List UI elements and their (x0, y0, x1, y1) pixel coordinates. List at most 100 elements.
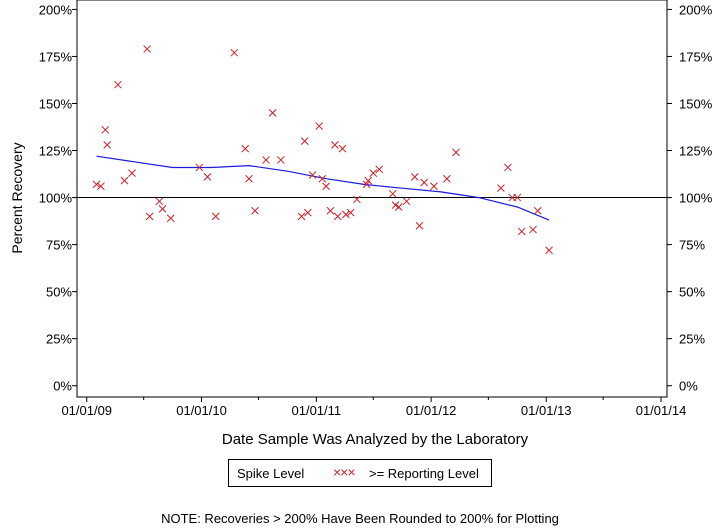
marker-stroke (211, 212, 220, 221)
data-point-x-marker (402, 197, 411, 206)
y-tick-label-right: 75% (679, 238, 705, 253)
trend-line (96, 155, 550, 221)
data-point-x-marker (155, 197, 164, 206)
marker-stroke (251, 206, 259, 215)
marker-stroke (97, 182, 105, 191)
data-point-x-marker (195, 163, 204, 172)
marker-stroke (513, 193, 522, 202)
y-tick-label-left: 100% (39, 191, 73, 206)
data-point-x-marker (430, 182, 438, 191)
data-point-x-marker (318, 174, 327, 183)
data-point-x-marker (241, 144, 250, 153)
marker-stroke (245, 174, 253, 183)
data-point-x-marker (533, 206, 542, 215)
marker-stroke (203, 173, 212, 181)
marker-stroke (114, 80, 122, 89)
marker-stroke (158, 204, 167, 213)
marker-stroke (92, 180, 101, 189)
marker-stroke (230, 48, 239, 57)
y-tick-label-left: 150% (39, 96, 73, 111)
data-point-x-marker (331, 141, 339, 149)
data-point-x-marker (394, 203, 403, 211)
data-point-x-marker (297, 212, 306, 221)
marker-stroke (529, 225, 537, 234)
data-point-x-marker (303, 208, 312, 217)
data-point-x-marker (120, 176, 129, 185)
plot-area-frame (76, 0, 668, 398)
data-point-x-marker (143, 45, 151, 53)
data-point-x-marker (545, 246, 553, 255)
x-tick-label: 01/01/13 (521, 403, 572, 418)
marker-stroke (195, 163, 204, 172)
data-point-x-marker (245, 174, 253, 183)
marker-stroke (101, 125, 110, 134)
y-tick-label-right: 0% (679, 379, 698, 394)
marker-stroke (342, 210, 350, 219)
data-point-x-marker (128, 169, 136, 177)
data-point-x-marker (308, 171, 317, 179)
y-tick-label-left: 200% (39, 2, 73, 17)
x-axis-title: Date Sample Was Analyzed by the Laborato… (222, 431, 529, 448)
y-tick-label-left: 25% (46, 332, 72, 347)
x-tick-label: 01/01/14 (636, 403, 687, 418)
data-point-x-marker (158, 204, 167, 213)
data-point-x-marker (529, 225, 537, 234)
data-point-x-marker (251, 206, 259, 215)
marker-stroke (394, 203, 403, 211)
marker-stroke (364, 176, 373, 185)
data-point-x-marker (415, 221, 424, 230)
marker-stroke (415, 221, 424, 230)
data-point-x-marker (145, 212, 154, 221)
marker-stroke (268, 109, 277, 117)
marker-stroke (369, 169, 378, 177)
data-point-x-marker (300, 137, 309, 145)
marker-stroke (388, 189, 397, 198)
legend-label-reporting-level: >= Reporting Level (369, 466, 479, 481)
data-point-x-marker (369, 169, 378, 177)
y-tick-label-right: 125% (679, 144, 713, 159)
data-point-x-marker (364, 176, 373, 185)
data-point-x-marker (452, 148, 460, 157)
marker-stroke (145, 212, 154, 221)
footnote: NOTE: Recoveries > 200% Have Been Rounde… (161, 511, 559, 526)
marker-stroke (517, 227, 526, 236)
marker-stroke (322, 182, 330, 191)
data-point-x-marker (346, 208, 355, 217)
marker-stroke (128, 169, 136, 177)
y-tick-label-left: 175% (39, 49, 73, 64)
marker-stroke (262, 156, 270, 164)
marker-stroke (452, 148, 460, 157)
marker-stroke (420, 178, 429, 187)
y-tick-label-left: 75% (46, 238, 72, 253)
data-point-x-marker (410, 173, 419, 181)
data-point-x-marker (322, 182, 330, 191)
data-point-x-marker (338, 144, 347, 153)
data-point-x-marker (268, 109, 277, 117)
y-tick-label-left: 125% (39, 144, 73, 159)
data-point-x-marker (326, 206, 335, 215)
marker-stroke (402, 197, 411, 206)
marker-stroke (120, 176, 129, 185)
y-tick-label-right: 150% (679, 96, 713, 111)
data-point-x-marker (420, 178, 429, 187)
data-point-x-marker (211, 212, 220, 221)
marker-stroke (315, 122, 324, 130)
data-point-x-marker (166, 214, 175, 223)
marker-stroke (276, 156, 285, 164)
legend-label-spike-level: Spike Level (237, 466, 305, 481)
data-point-x-marker (333, 212, 342, 221)
marker-stroke (504, 163, 512, 172)
marker-stroke (533, 206, 542, 215)
x-tick-label: 01/01/11 (292, 403, 342, 418)
data-point-x-marker (388, 189, 397, 198)
marker-stroke (331, 141, 339, 149)
x-tick-label: 01/01/10 (176, 403, 227, 418)
marker-stroke (430, 182, 438, 191)
data-point-x-marker (513, 193, 522, 202)
marker-stroke (166, 214, 175, 223)
marker-stroke (103, 141, 112, 149)
marker-stroke (303, 208, 312, 217)
marker-stroke (308, 171, 317, 179)
data-point-x-marker (497, 184, 505, 193)
marker-stroke (353, 195, 361, 204)
